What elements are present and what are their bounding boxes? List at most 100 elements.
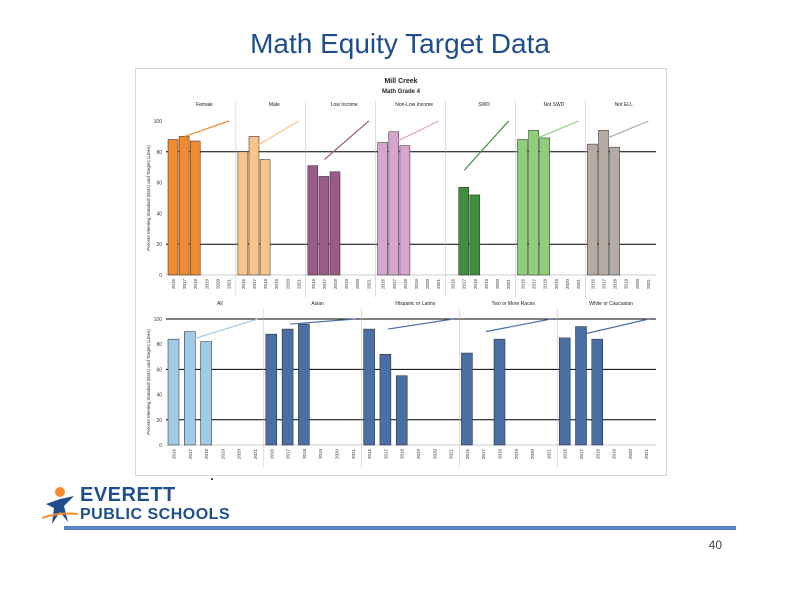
x-tick-label: 2017 (532, 279, 537, 290)
bar (259, 159, 271, 276)
target-line (184, 120, 230, 137)
x-tick-label: 2019 (274, 279, 279, 290)
y-tick-label: 60 (156, 367, 162, 373)
y-tick-label: 80 (156, 342, 162, 348)
x-tick-label: 2020 (495, 279, 500, 290)
x-tick-label: 2020 (215, 279, 220, 290)
x-tick-label: 2016 (521, 279, 526, 290)
group-label: Hispanic or Latino (395, 301, 435, 307)
target-line (583, 318, 649, 335)
x-tick-label: 2016 (367, 449, 372, 460)
x-tick-label: 2017 (579, 449, 584, 460)
bar (379, 354, 392, 446)
y-tick-label: 60 (156, 181, 162, 187)
group-label: Male (269, 102, 280, 108)
bar (399, 145, 411, 276)
x-tick-label: 2018 (543, 279, 548, 290)
x-tick-label: 2016 (563, 449, 568, 460)
bar (591, 338, 604, 446)
x-tick-label: 2019 (220, 449, 225, 460)
bar (281, 328, 294, 446)
x-tick-label: 2016 (172, 449, 177, 460)
x-tick-label: 2019 (624, 279, 629, 290)
x-tick-label: 2020 (355, 279, 360, 290)
y-tick-label: 40 (156, 393, 162, 399)
x-tick-label: 2018 (302, 449, 307, 460)
x-tick-label: 2016 (269, 449, 274, 460)
bar (575, 326, 587, 446)
target-line (254, 120, 300, 148)
bar (598, 129, 609, 276)
x-tick-label: 2018 (595, 449, 600, 460)
x-tick-label: 2019 (514, 449, 519, 460)
x-tick-label: 2021 (366, 279, 371, 290)
bar (189, 140, 201, 276)
x-tick-label: 2020 (237, 449, 242, 460)
y-tick-label: 40 (156, 211, 162, 217)
x-tick-label: 2020 (432, 449, 437, 460)
x-tick-label: 2021 (646, 279, 651, 290)
group-label: Not ELL (615, 102, 633, 108)
x-tick-label: 2016 (590, 279, 595, 290)
x-tick-label: 2019 (414, 279, 419, 290)
x-tick-label: 2019 (554, 279, 559, 290)
bar (517, 139, 528, 276)
y-axis-label: Percent Meeting Standard (Bars) and Targ… (146, 145, 151, 251)
bar (539, 137, 550, 276)
footer-rule (64, 526, 736, 530)
x-tick-label: 2017 (182, 279, 187, 290)
page-number: 40 (708, 538, 722, 552)
logo-line2: PUBLIC SCHOOLS (80, 506, 231, 523)
target-line (603, 120, 649, 141)
bar (248, 136, 260, 276)
group-label: Female (196, 102, 213, 108)
x-tick-label: 2021 (227, 279, 232, 290)
target-line (394, 120, 440, 144)
bar (318, 176, 330, 276)
group-label: Not SWD (544, 102, 565, 108)
group-label: All (217, 301, 223, 307)
x-tick-label: 2021 (436, 279, 441, 290)
x-tick-label: 2016 (171, 279, 176, 290)
target-line (533, 120, 579, 141)
y-tick-label: 80 (156, 150, 162, 156)
bar (178, 136, 190, 276)
x-tick-label: 2020 (530, 449, 535, 460)
x-tick-label: 2017 (286, 449, 291, 460)
group-label: White or Caucasian (589, 301, 633, 307)
bar (528, 129, 539, 276)
y-tick-label: 20 (156, 418, 162, 424)
bar (363, 328, 375, 446)
x-tick-label: 2018 (400, 449, 405, 460)
x-tick-label: 2016 (381, 279, 386, 290)
y-tick-label: 0 (159, 443, 162, 449)
bar (587, 143, 598, 276)
bar (558, 337, 571, 446)
x-tick-label: 2016 (465, 449, 470, 460)
x-tick-label: 2018 (613, 279, 618, 290)
x-tick-label: 2017 (322, 279, 327, 290)
x-tick-label: 2017 (462, 279, 467, 290)
group-label: Low Income (331, 102, 358, 108)
bar (307, 165, 319, 276)
group-label: Non-Low Income (395, 102, 433, 108)
bar (237, 151, 249, 276)
x-tick-label: 2021 (296, 279, 301, 290)
x-tick-label: 2016 (311, 279, 316, 290)
x-tick-label: 2020 (565, 279, 570, 290)
x-tick-label: 2020 (335, 449, 340, 460)
bar (388, 131, 400, 276)
bar (469, 194, 481, 276)
x-tick-label: 2020 (628, 449, 633, 460)
y-axis-label: Percent Meeting Standard (Bars) and Targ… (146, 329, 151, 435)
x-tick-label: 2021 (644, 449, 649, 460)
x-tick-label: 2019 (416, 449, 421, 460)
x-tick-label: 2021 (506, 279, 511, 290)
chart-panel: Mill Creek Math Grade 4 0 20 40 60 80 100 Percen… (135, 68, 667, 476)
bar (329, 171, 341, 276)
x-tick-label: 2021 (546, 449, 551, 460)
bar (493, 338, 506, 446)
target-line (463, 120, 510, 171)
x-tick-label: 2021 (351, 449, 356, 460)
bar (609, 146, 620, 276)
